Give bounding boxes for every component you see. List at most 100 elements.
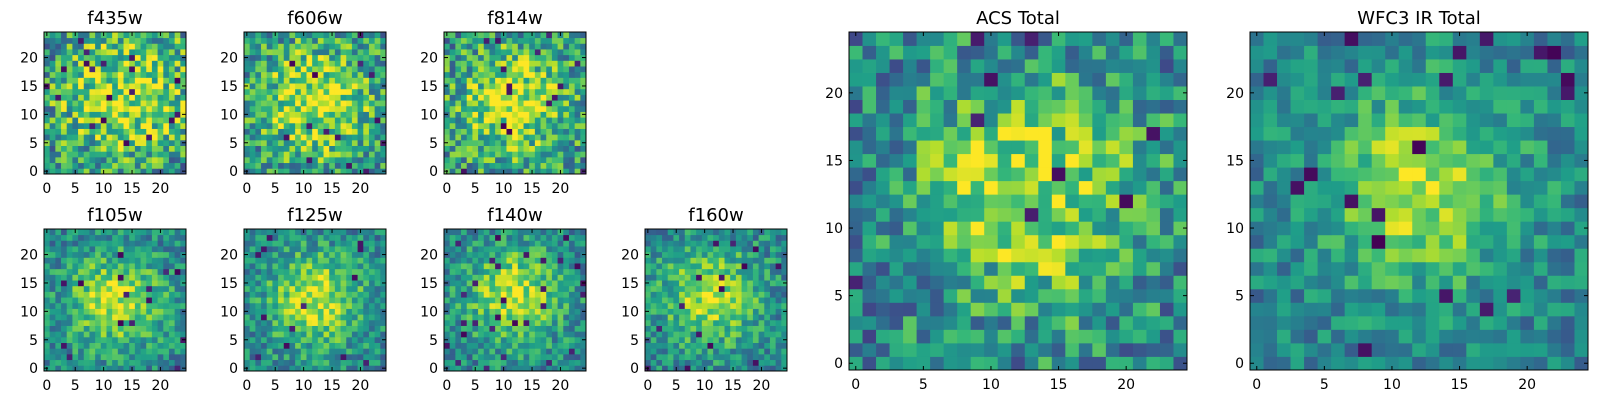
heatmap-cell: [317, 60, 324, 67]
heatmap-cell: [557, 134, 564, 141]
heatmap-cell: [129, 251, 136, 258]
heatmap-cell: [106, 297, 113, 304]
heatmap-cell: [517, 156, 524, 164]
heatmap-cell: [444, 117, 451, 124]
heatmap-cell: [461, 54, 468, 61]
heatmap-cell: [849, 221, 863, 236]
heatmap-cell: [574, 251, 581, 258]
heatmap-cell: [568, 162, 576, 169]
heatmap-cell: [244, 145, 251, 152]
heatmap-cell: [351, 54, 358, 61]
heatmap-cell: [374, 88, 381, 95]
heatmap-cell: [129, 314, 136, 321]
heatmap-cell: [266, 117, 273, 124]
heatmap-cell: [317, 49, 324, 56]
heatmap-cell: [483, 314, 490, 321]
heatmap-cell: [483, 257, 490, 264]
heatmap-cell: [557, 145, 564, 152]
x-tick-label: 15: [123, 378, 141, 394]
heatmap-cell: [764, 365, 771, 372]
heatmap-cell: [168, 302, 176, 309]
heatmap-cell: [758, 359, 765, 366]
heatmap-cell: [272, 234, 279, 241]
heatmap-cell: [781, 302, 788, 309]
heatmap-cell: [495, 268, 502, 275]
heatmap-cell: [730, 263, 737, 270]
heatmap-cell: [930, 261, 945, 276]
y-tick-label: 20: [621, 248, 639, 264]
heatmap-cell: [735, 336, 742, 343]
heatmap-cell: [123, 94, 130, 101]
heatmap-cell: [747, 229, 754, 236]
heatmap-cell: [157, 66, 164, 73]
heatmap-cell: [500, 291, 507, 298]
heatmap-cell: [551, 162, 558, 169]
heatmap-cell: [357, 263, 364, 270]
heatmap-cell: [317, 348, 324, 355]
heatmap-cell: [546, 331, 553, 338]
heatmap-cell: [764, 274, 771, 281]
heatmap-cell: [357, 54, 364, 61]
heatmap-cell: [1011, 275, 1026, 290]
heatmap-cell: [129, 37, 136, 44]
heatmap-cell: [1078, 315, 1093, 330]
heatmap-cell: [334, 234, 341, 241]
heatmap-cell: [466, 240, 473, 247]
heatmap-cell: [889, 180, 904, 195]
heatmap-cell: [667, 257, 674, 264]
heatmap-cell: [741, 274, 748, 281]
heatmap-cell: [283, 353, 290, 361]
heatmap-cell: [95, 229, 102, 236]
heatmap-cell: [55, 105, 62, 112]
heatmap-cell: [72, 37, 79, 44]
heatmap-cell: [44, 60, 51, 67]
heatmap-cell: [724, 308, 731, 315]
heatmap-cell: [44, 325, 51, 332]
heatmap-cell: [334, 134, 341, 141]
heatmap-cell: [306, 83, 313, 90]
heatmap-cell: [500, 353, 507, 361]
heatmap-cell: [455, 43, 462, 50]
heatmap-cell: [374, 66, 381, 73]
heatmap-cell: [129, 100, 136, 107]
heatmap-cell: [713, 342, 720, 349]
heatmap-cell: [1132, 261, 1147, 276]
heatmap-cell: [340, 60, 347, 67]
heatmap-cell: [862, 288, 877, 303]
heatmap-cell: [1024, 153, 1039, 168]
heatmap-cell: [374, 117, 381, 124]
heatmap-cell: [495, 353, 502, 361]
heatmap-cell: [255, 43, 262, 50]
panel-title: f814w: [487, 8, 542, 29]
heatmap-cell: [374, 331, 381, 338]
heatmap-cell: [461, 111, 468, 118]
heatmap-cell: [312, 246, 319, 253]
heatmap-cell: [707, 251, 714, 258]
heatmap-cell: [95, 83, 102, 90]
heatmap-cell: [444, 94, 451, 101]
heatmap-cell: [580, 71, 587, 78]
heatmap-cell: [180, 77, 187, 84]
heatmap-cell: [89, 128, 96, 135]
heatmap-cell: [180, 246, 187, 253]
heatmap-cell: [563, 274, 570, 281]
heatmap-cell: [374, 348, 381, 355]
heatmap-cell: [123, 66, 130, 73]
heatmap-cell: [730, 308, 737, 315]
heatmap-cell: [943, 342, 958, 357]
heatmap-cell: [984, 207, 999, 222]
heatmap-cell: [244, 353, 251, 361]
heatmap-cell: [546, 348, 553, 355]
heatmap-cell: [123, 246, 130, 253]
heatmap-cell: [112, 151, 119, 158]
heatmap-cell: [163, 308, 170, 315]
heatmap-cell: [529, 156, 536, 164]
heatmap-cell: [374, 37, 381, 44]
heatmap-cell: [534, 32, 541, 39]
heatmap-cell: [876, 275, 890, 290]
heatmap-cell: [66, 122, 73, 129]
heatmap-cell: [351, 122, 358, 129]
heatmap-cell: [551, 331, 558, 338]
heatmap-cell: [444, 302, 451, 309]
heatmap-cell: [134, 77, 141, 84]
